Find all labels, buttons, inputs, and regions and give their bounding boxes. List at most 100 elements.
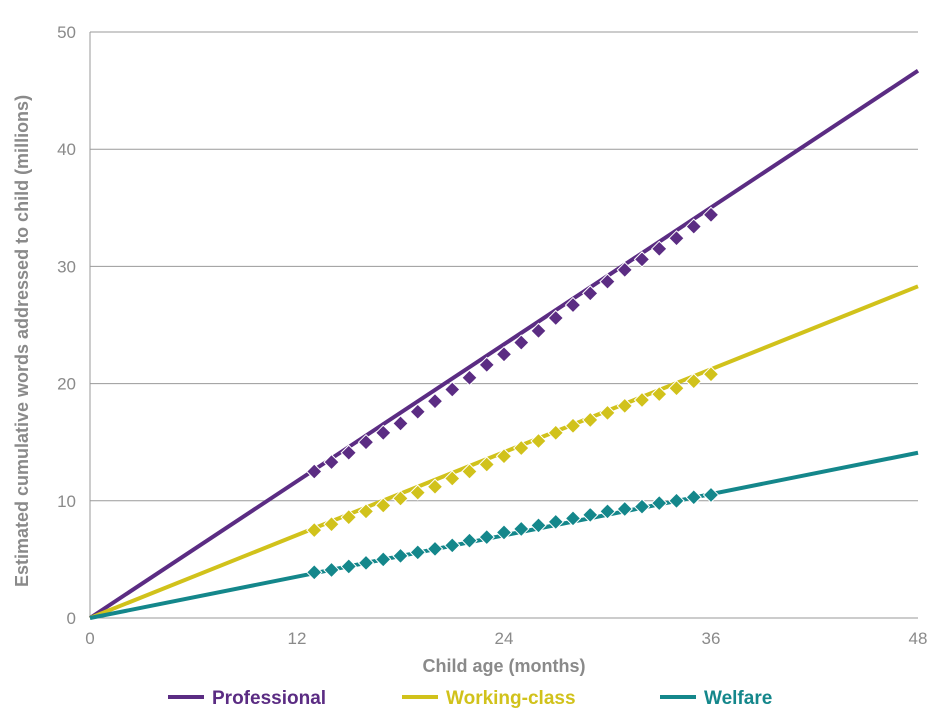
data-point	[340, 558, 357, 575]
legend-label: Working-class	[446, 688, 576, 709]
x-axis-ticks: 0 12 24 36 48	[85, 629, 927, 648]
y-tick-label: 10	[57, 492, 76, 511]
data-point	[409, 544, 426, 561]
x-axis-title: Child age (months)	[423, 656, 586, 676]
y-tick-label: 30	[57, 257, 76, 276]
data-point	[616, 261, 633, 279]
data-point	[530, 432, 547, 450]
y-tick-label: 50	[57, 23, 76, 42]
data-point	[564, 510, 582, 527]
data-point	[633, 251, 651, 268]
y-axis-title: Estimated cumulative words addressed to …	[12, 95, 32, 587]
data-point	[633, 498, 651, 515]
data-point	[375, 551, 392, 568]
data-point	[564, 296, 582, 314]
data-point	[651, 240, 668, 258]
x-tick-label: 24	[495, 629, 514, 648]
y-tick-label: 20	[57, 375, 76, 394]
series-welfare	[89, 450, 919, 620]
series-professional	[88, 69, 920, 620]
data-point	[582, 411, 599, 429]
data-point	[478, 528, 495, 546]
data-point	[685, 489, 702, 506]
x-tick-label: 36	[702, 629, 721, 648]
data-point	[702, 486, 720, 504]
data-point	[599, 503, 616, 520]
data-point	[392, 547, 409, 565]
data-point	[323, 561, 340, 579]
data-point	[357, 554, 375, 572]
x-tick-label: 0	[85, 629, 94, 648]
data-point	[478, 456, 495, 473]
data-point	[306, 463, 323, 480]
data-point	[357, 433, 375, 451]
data-point	[513, 334, 530, 351]
data-point	[392, 490, 409, 507]
data-point	[444, 470, 461, 487]
data-point	[461, 463, 478, 480]
legend-item: Professional	[168, 688, 326, 709]
data-point	[323, 516, 340, 533]
data-point	[306, 521, 323, 539]
data-point	[668, 380, 685, 397]
y-tick-label: 0	[67, 609, 76, 628]
series-line	[88, 69, 920, 620]
data-point	[582, 285, 599, 302]
data-point	[495, 524, 513, 541]
data-point	[547, 424, 564, 442]
data-point	[633, 391, 651, 409]
legend-item: Working-class	[402, 688, 576, 709]
data-point	[685, 218, 702, 235]
data-point	[599, 273, 616, 290]
x-tick-label: 48	[909, 629, 928, 648]
data-point	[530, 322, 547, 340]
data-point	[409, 484, 426, 501]
legend-label: Welfare	[704, 688, 772, 709]
data-point	[651, 385, 668, 403]
data-point	[616, 397, 633, 415]
data-point	[685, 373, 702, 390]
data-point	[599, 404, 616, 422]
series-layer	[88, 69, 920, 620]
series-working-class	[89, 284, 919, 620]
data-point	[547, 513, 564, 531]
data-point	[547, 309, 564, 327]
data-point	[513, 439, 530, 457]
data-point	[651, 494, 668, 512]
gridlines	[89, 31, 918, 619]
data-point	[306, 564, 323, 581]
data-point	[616, 500, 633, 518]
data-point	[478, 356, 495, 374]
data-point	[702, 366, 720, 383]
data-point	[668, 230, 685, 247]
data-point	[426, 540, 444, 558]
data-point	[426, 392, 444, 410]
data-point	[513, 520, 530, 538]
data-point	[444, 381, 461, 398]
y-tick-label: 40	[57, 140, 76, 159]
data-point	[564, 417, 582, 434]
y-axis-ticks: 0 10 20 30 40 50	[57, 23, 76, 628]
data-point	[340, 509, 357, 526]
data-point	[530, 517, 547, 534]
data-point	[495, 448, 513, 465]
data-point	[582, 506, 599, 524]
data-point	[357, 503, 375, 520]
x-tick-label: 12	[288, 629, 307, 648]
data-point	[392, 415, 409, 432]
data-point	[461, 369, 478, 386]
data-point	[668, 492, 685, 510]
legend-label: Professional	[212, 688, 326, 709]
data-point	[461, 532, 478, 549]
data-point	[340, 444, 357, 461]
data-point	[375, 424, 392, 442]
data-point	[702, 206, 720, 224]
data-point	[444, 537, 461, 554]
data-point	[426, 478, 444, 495]
data-point	[495, 346, 513, 363]
data-point	[409, 403, 426, 420]
data-point	[323, 453, 340, 471]
legend-item: Welfare	[660, 688, 772, 709]
